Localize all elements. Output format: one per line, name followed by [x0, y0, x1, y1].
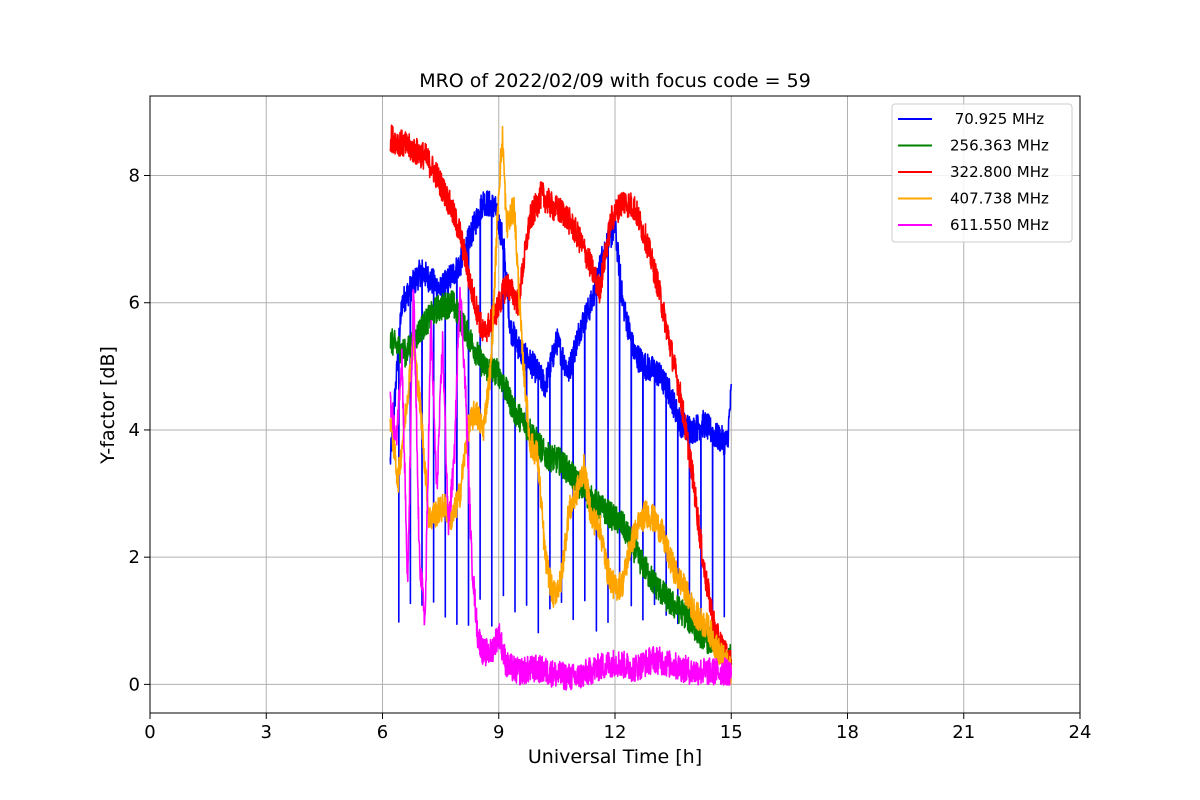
legend-entry-label: 407.738 MHz — [950, 190, 1049, 208]
chart-title: MRO of 2022/02/09 with focus code = 59 — [419, 70, 811, 92]
series-line-4 — [389, 286, 733, 691]
legend-entry-label: 322.800 MHz — [950, 163, 1049, 181]
y-tick-label: 0 — [129, 674, 140, 695]
y-tick-label: 6 — [129, 293, 140, 314]
legend-entry-label: 256.363 MHz — [950, 137, 1049, 155]
y-tick-label: 8 — [129, 166, 140, 187]
legend: 70.925 MHz 256.363 MHz 322.800 MHz 407.738 … — [891, 103, 1073, 243]
x-tick-label: 12 — [604, 722, 627, 743]
x-tick-label: 21 — [952, 722, 975, 743]
x-tick-label: 3 — [261, 722, 272, 743]
legend-entry-label: 70.925 MHz — [950, 110, 1044, 128]
x-tick-label: 6 — [377, 722, 388, 743]
series-line-1 — [389, 290, 733, 673]
series-layer — [389, 124, 733, 691]
y-tick-label: 2 — [129, 547, 140, 568]
y-tick-label: 4 — [129, 420, 140, 441]
legend-box — [891, 103, 1073, 243]
x-axis-label: Universal Time [h] — [528, 746, 702, 768]
x-tick-label: 15 — [720, 722, 743, 743]
x-tick-label: 18 — [836, 722, 859, 743]
series-line-0 — [389, 190, 733, 634]
x-tick-label: 0 — [144, 722, 155, 743]
x-tick-label: 9 — [493, 722, 504, 743]
legend-entry-label: 611.550 MHz — [950, 216, 1049, 234]
y-axis-label: Y-factor [dB] — [97, 346, 119, 465]
series-line-2 — [389, 124, 733, 677]
x-tick-label: 24 — [1069, 722, 1092, 743]
